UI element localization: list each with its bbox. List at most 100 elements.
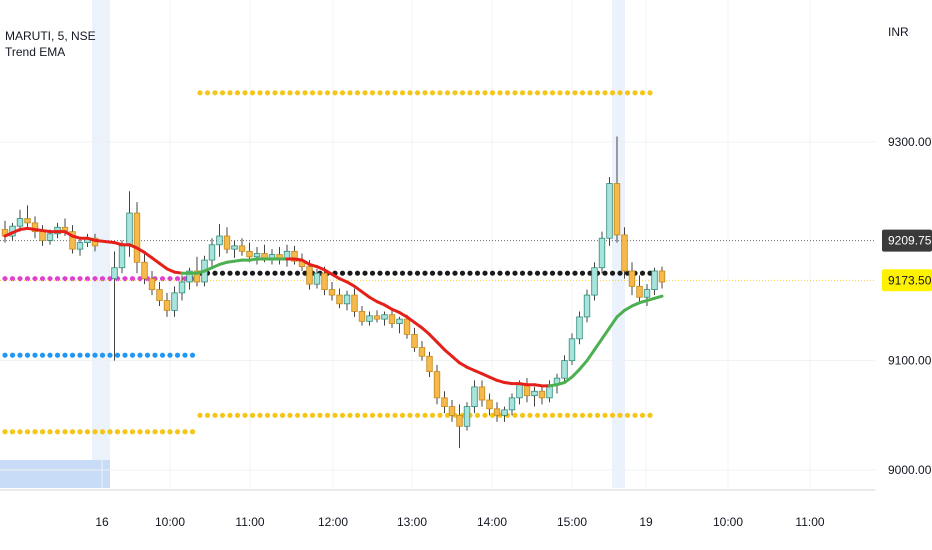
level-dot bbox=[639, 412, 646, 418]
level-dot bbox=[257, 270, 263, 276]
level-dot bbox=[279, 90, 286, 96]
candle-body bbox=[493, 408, 501, 416]
level-dot bbox=[99, 276, 106, 282]
level-dot bbox=[32, 429, 38, 435]
candle-body bbox=[531, 390, 538, 397]
level-dot bbox=[429, 90, 436, 96]
level-dot bbox=[579, 270, 586, 276]
candle-body bbox=[561, 360, 568, 379]
level-dot bbox=[324, 412, 331, 418]
level-dot bbox=[137, 352, 143, 358]
candle-body bbox=[471, 386, 478, 407]
level-dot bbox=[369, 270, 376, 276]
level-dot bbox=[189, 429, 196, 435]
level-dot bbox=[594, 412, 601, 418]
currency-label[interactable]: INR bbox=[888, 25, 909, 39]
level-dot bbox=[17, 429, 23, 435]
level-dot bbox=[242, 270, 248, 276]
ema-segment bbox=[608, 315, 619, 330]
level-dot bbox=[354, 412, 361, 418]
level-dot bbox=[647, 90, 653, 96]
level-dot bbox=[114, 352, 121, 358]
level-dot bbox=[482, 270, 488, 276]
level-dot bbox=[392, 270, 398, 276]
level-dot bbox=[294, 90, 301, 96]
level-dot bbox=[287, 270, 293, 276]
level-dot bbox=[519, 412, 526, 418]
level-dot bbox=[9, 276, 16, 282]
level-dot bbox=[527, 270, 533, 276]
level-dot bbox=[534, 412, 541, 418]
level-dot bbox=[182, 352, 188, 358]
level-dot bbox=[489, 412, 496, 418]
ema-segment bbox=[578, 359, 589, 371]
level-dot bbox=[212, 90, 218, 96]
level-dot bbox=[497, 270, 503, 276]
level-dot bbox=[639, 90, 646, 96]
level-dot bbox=[2, 429, 8, 435]
candle-body bbox=[291, 250, 298, 262]
level-dot bbox=[144, 429, 151, 435]
level-dot bbox=[482, 412, 488, 418]
level-dot bbox=[647, 412, 653, 418]
candle-body bbox=[313, 272, 321, 285]
level-dot bbox=[54, 276, 61, 282]
level-dot bbox=[497, 90, 503, 96]
level-dot bbox=[182, 429, 188, 435]
level-dot bbox=[347, 270, 353, 276]
candle-body bbox=[411, 334, 418, 348]
level-dot bbox=[399, 270, 406, 276]
candle-body bbox=[486, 399, 493, 410]
level-dot bbox=[617, 90, 623, 96]
ema-segment bbox=[563, 375, 574, 385]
level-dot bbox=[122, 429, 128, 435]
level-dot bbox=[212, 270, 218, 276]
level-dot bbox=[534, 270, 541, 276]
level-dot bbox=[602, 270, 608, 276]
level-dot bbox=[84, 429, 91, 435]
level-dot bbox=[572, 412, 578, 418]
x-tick-label: 14:00 bbox=[477, 515, 507, 529]
level-dot bbox=[159, 429, 166, 435]
level-dot bbox=[152, 352, 158, 358]
level-dot bbox=[272, 412, 278, 418]
level-dot bbox=[242, 412, 248, 418]
ema-segment bbox=[428, 332, 439, 344]
ema-segment bbox=[405, 315, 416, 324]
level-dot bbox=[512, 90, 518, 96]
candle-body bbox=[223, 235, 231, 250]
level-dot bbox=[467, 90, 473, 96]
level-dot bbox=[107, 429, 113, 435]
level-dot bbox=[339, 270, 346, 276]
symbol-line[interactable]: MARUTI, 5, NSE bbox=[5, 29, 96, 43]
x-tick-label: 13:00 bbox=[397, 515, 427, 529]
level-dot bbox=[579, 412, 586, 418]
level-dot bbox=[624, 90, 631, 96]
level-dot bbox=[129, 276, 136, 282]
indicator-name[interactable]: Trend EMA bbox=[5, 45, 66, 59]
level-dot bbox=[452, 90, 458, 96]
ema-segment bbox=[593, 337, 604, 352]
level-dot bbox=[62, 352, 68, 358]
level-dot bbox=[39, 352, 46, 358]
level-dot bbox=[257, 90, 263, 96]
candle-body bbox=[613, 183, 621, 236]
level-dot bbox=[174, 429, 181, 435]
candle-body bbox=[463, 406, 471, 427]
level-dot bbox=[489, 270, 496, 276]
level-dot bbox=[317, 412, 323, 418]
level-dot bbox=[512, 270, 518, 276]
level-dot bbox=[354, 270, 361, 276]
y-tick-label: 9100.00 bbox=[888, 354, 932, 368]
level-dot bbox=[482, 90, 488, 96]
ema-segment bbox=[615, 308, 626, 319]
level-dot bbox=[527, 412, 533, 418]
level-dot bbox=[587, 90, 593, 96]
level-dot bbox=[264, 412, 271, 418]
level-dot bbox=[362, 412, 368, 418]
level-dot bbox=[234, 90, 241, 96]
level-dot bbox=[234, 412, 241, 418]
level-dot bbox=[354, 90, 361, 96]
level-dot bbox=[152, 429, 158, 435]
